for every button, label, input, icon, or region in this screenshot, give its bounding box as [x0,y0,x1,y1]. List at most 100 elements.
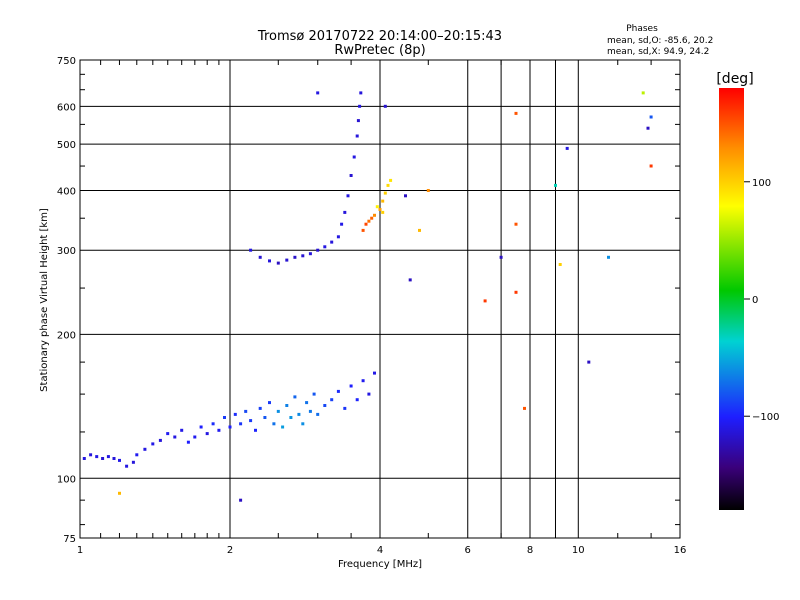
y-tick-label: 200 [57,330,76,341]
echo-point [343,210,347,214]
y-axis-label: Stationary phase Virtual Height [km] [39,208,50,392]
echo-point [244,409,248,413]
echo-point [281,425,285,429]
echo-point [239,422,243,426]
echo-point [223,416,226,419]
echo-point [361,379,365,383]
y-tick-label: 300 [57,246,76,257]
echo-point [330,240,334,244]
echo-point [330,398,334,402]
echo-point [373,371,376,375]
echo-point [193,435,197,439]
echo-point [646,126,650,130]
echo-point [106,455,110,459]
colorbar [719,88,744,510]
echo-point [166,432,170,436]
echo-point [558,263,562,266]
echo-point [249,248,253,252]
colorbar-tick-label: −100 [752,412,779,423]
echo-point [199,425,203,429]
echo-point [312,392,316,396]
x-tick-label: 4 [377,545,383,556]
echo-point [205,432,209,436]
echo-point [301,422,305,426]
echo-point [233,412,237,416]
echo-point [649,115,653,119]
y-tick-label: 100 [57,474,76,485]
echo-point [514,290,518,294]
echo-point [308,409,312,413]
grid-lines [80,60,680,538]
x-tick-label: 6 [465,545,471,556]
echo-point [336,389,340,393]
echo-point [101,457,105,460]
echo-point [135,453,139,457]
echo-point [373,213,376,217]
echo-point [641,91,645,95]
chart-subtitle: RwPretec (8p) [334,43,425,58]
echo-point [263,416,267,419]
y-axis: 75 100 200 300 400 500 600 750 [57,56,680,545]
echo-point [316,412,320,416]
x-tick-label: 8 [527,545,533,556]
y-tick-label: 500 [57,140,76,151]
echo-point [301,254,305,258]
echo-point [293,395,297,399]
echo-point [389,178,393,182]
echo-point [276,409,280,413]
echo-point [523,406,526,410]
echo-point [426,189,430,192]
echo-point [249,419,253,423]
echo-point [305,401,309,405]
echo-point [359,91,363,95]
echo-point [554,183,557,187]
y-tick-label: 750 [57,56,76,67]
echo-point [82,457,86,460]
echo-point [268,401,271,405]
echo-point [381,199,385,203]
echo-point [383,191,387,195]
echo-point [308,252,312,256]
echo-point [358,104,362,108]
y-tick-label: 400 [57,186,76,197]
echo-point [514,222,518,226]
echo-point [151,442,155,446]
echo-point [514,111,518,115]
echo-point [285,258,289,262]
echo-point [381,210,385,214]
echo-point [367,392,371,396]
echo-point [272,422,276,426]
echo-point [211,422,215,426]
echo-point [293,255,297,259]
echo-point [587,360,591,364]
echo-point [340,222,344,226]
echo-point [254,428,257,432]
echo-point [118,458,121,462]
echo-point [356,119,360,123]
echo-point [316,248,320,252]
echo-point [125,464,129,468]
x-tick-label: 2 [227,545,233,556]
echo-point [316,91,320,95]
echo-point [276,261,280,265]
x-tick-label: 10 [572,545,585,556]
x-axis-label: Frequency [MHz] [338,559,422,570]
echo-point [239,498,243,502]
x-axis: 1 2 4 6 8 10 16 [77,60,686,556]
echo-point [346,194,350,198]
echo-point [386,183,390,187]
chart-title: Tromsø 20170722 20:14:00–20:15:43 [257,29,502,44]
plot-frame [79,59,681,539]
echo-points [82,91,653,502]
echo-point [355,134,359,138]
y-tick-label: 600 [57,102,76,113]
echo-point [378,208,382,211]
echo-point [89,453,93,457]
echo-point [228,425,232,429]
echo-point [95,455,99,459]
echo-point [370,216,374,220]
echo-point [323,245,327,249]
echo-point [367,219,371,223]
echo-point [112,457,116,460]
